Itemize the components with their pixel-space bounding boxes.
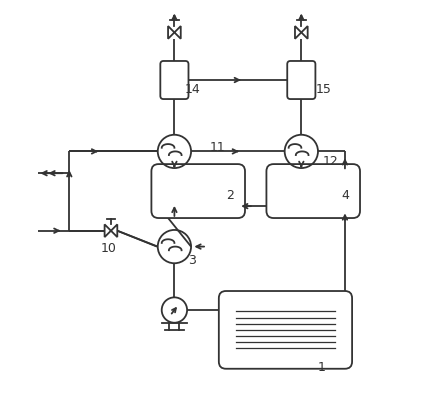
FancyBboxPatch shape — [219, 291, 352, 369]
Text: 3: 3 — [188, 254, 196, 267]
Text: 4: 4 — [341, 189, 349, 201]
Text: 1: 1 — [317, 361, 325, 374]
Text: 2: 2 — [226, 189, 234, 201]
FancyBboxPatch shape — [287, 61, 315, 99]
FancyBboxPatch shape — [266, 164, 360, 218]
Text: 15: 15 — [315, 84, 331, 96]
Text: 12: 12 — [323, 155, 339, 168]
Text: 11: 11 — [210, 141, 226, 154]
Circle shape — [162, 297, 187, 323]
Text: 10: 10 — [101, 242, 117, 255]
FancyBboxPatch shape — [151, 164, 245, 218]
FancyBboxPatch shape — [160, 61, 189, 99]
Text: 14: 14 — [184, 84, 200, 96]
